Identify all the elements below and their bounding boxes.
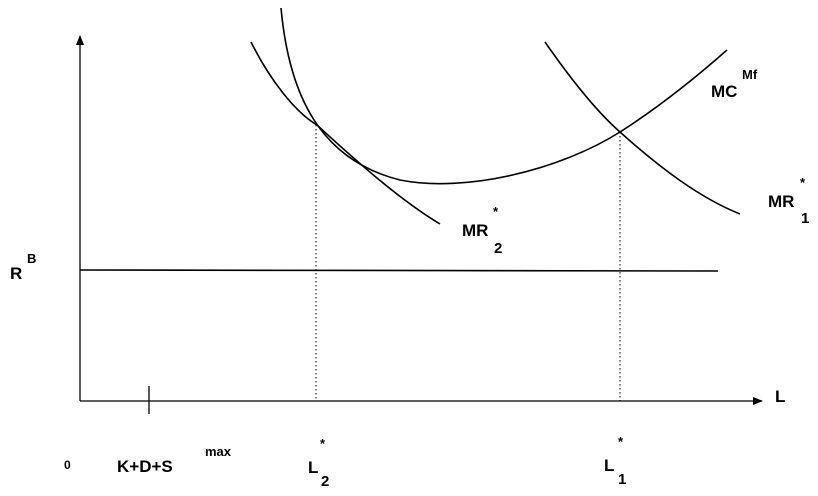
mc-mf-label: MC (711, 82, 737, 101)
mc-mf-superscript: Mf (742, 67, 758, 82)
capacity-label: K+D+S (117, 457, 173, 476)
l1-star: * (618, 434, 624, 449)
l2-star: * (320, 436, 326, 451)
x-axis-label: L (775, 387, 785, 406)
mr2-star: * (493, 204, 499, 219)
rb-horizontal-line (79, 269, 719, 272)
mr1-star: * (800, 175, 806, 190)
mr2-label: MR (462, 221, 488, 240)
l2-label: L (308, 458, 318, 477)
l2-subscript: 2 (321, 473, 329, 490)
origin-label: 0 (64, 458, 71, 472)
y-axis-label: R (10, 264, 22, 283)
mr1-subscript: 1 (801, 210, 809, 227)
l1-subscript: 1 (618, 471, 626, 488)
mr2-subscript: 2 (494, 240, 502, 257)
mc-mf-curve (280, 7, 728, 185)
y-axis-label-superscript: B (27, 251, 36, 266)
mr1-label: MR (768, 192, 794, 211)
l1-label: L (604, 456, 614, 475)
capacity-label-superscript: max (205, 444, 232, 459)
mr2-curve (250, 41, 441, 225)
mr1-curve (544, 41, 741, 215)
